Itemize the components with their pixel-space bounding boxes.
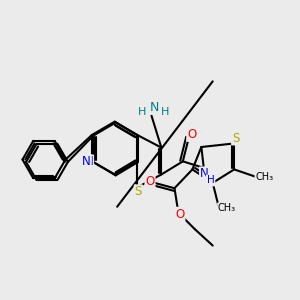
Text: O: O [146, 175, 154, 188]
Text: N: N [82, 155, 91, 168]
Text: H: H [161, 107, 169, 117]
Text: O: O [187, 128, 196, 141]
Text: CH₃: CH₃ [218, 203, 236, 213]
Text: H: H [207, 176, 214, 185]
Text: S: S [232, 132, 239, 145]
Text: N: N [84, 155, 93, 168]
Text: N: N [200, 167, 209, 180]
Text: O: O [175, 208, 184, 221]
Text: H: H [138, 107, 146, 117]
Text: CH₃: CH₃ [255, 172, 273, 182]
Text: S: S [135, 185, 142, 198]
Text: N: N [150, 101, 159, 114]
